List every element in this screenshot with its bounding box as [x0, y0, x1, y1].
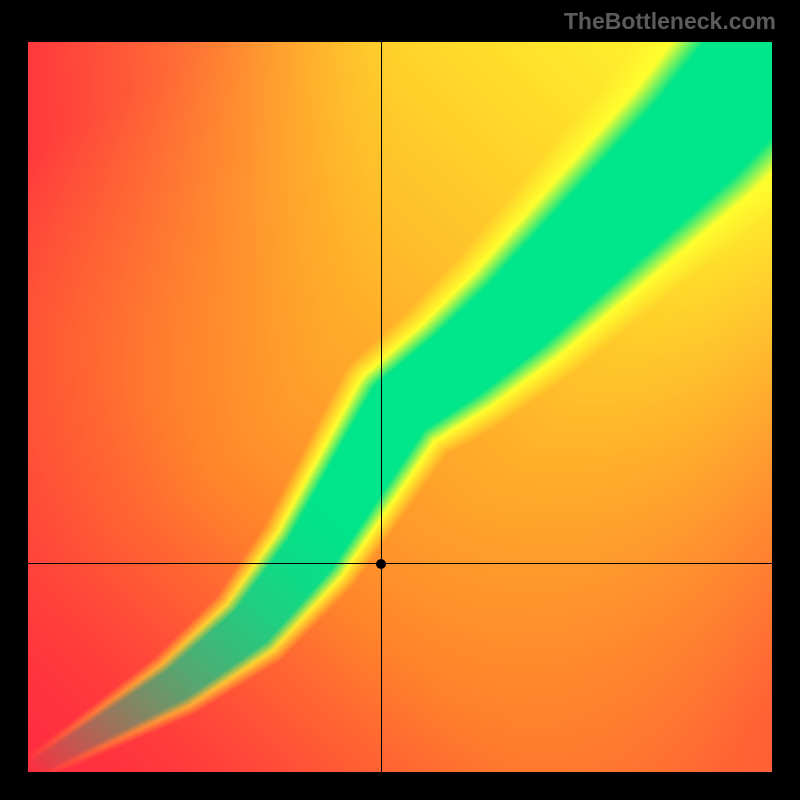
attribution-text: TheBottleneck.com: [564, 8, 776, 35]
crosshair-horizontal: [28, 563, 772, 564]
heatmap-canvas: [28, 42, 772, 772]
heatmap-plot: [28, 42, 772, 772]
page-container: TheBottleneck.com: [0, 0, 800, 800]
crosshair-vertical: [381, 42, 382, 772]
crosshair-dot: [376, 559, 386, 569]
